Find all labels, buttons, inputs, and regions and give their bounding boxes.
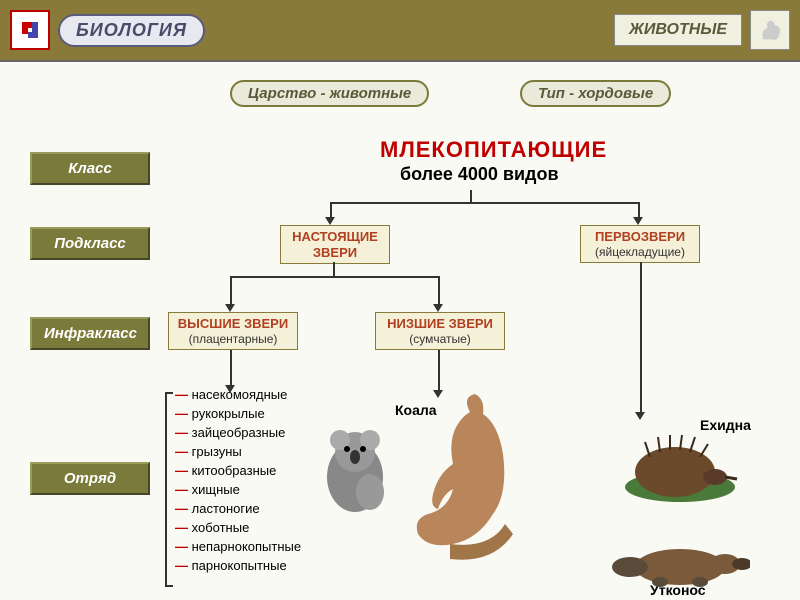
list-item: насекомоядные	[175, 387, 301, 402]
header-bar: БИОЛОГИЯ ЖИВОТНЫЕ	[0, 0, 800, 60]
list-item: грызуны	[175, 444, 301, 459]
main-title: МЛЕКОПИТАЮЩИЕ	[380, 137, 607, 163]
phylum-pill: Тип - хордовые	[520, 80, 671, 107]
list-item: ластоногие	[175, 501, 301, 516]
list-item: парнокопытные	[175, 558, 301, 573]
subject-label: БИОЛОГИЯ	[58, 14, 205, 47]
node-sub: (сумчатые)	[384, 332, 496, 346]
side-order: Отряд	[30, 462, 150, 495]
node-proto-beasts: ПЕРВОЗВЕРИ (яйцекладущие)	[580, 225, 700, 263]
side-infraclass: Инфракласс	[30, 317, 150, 350]
logo-icon	[10, 10, 50, 50]
kangaroo-figure	[400, 392, 520, 562]
echidna-figure	[620, 432, 740, 502]
list-item: непарнокопытные	[175, 539, 301, 554]
node-sub: (яйцекладущие)	[589, 245, 691, 259]
list-item: зайцеобразные	[175, 425, 301, 440]
content-area: Царство - животные Тип - хордовые Класс …	[0, 60, 800, 600]
list-item: хищные	[175, 482, 301, 497]
header-left: БИОЛОГИЯ	[10, 10, 205, 50]
order-list: насекомоядные рукокрылые зайцеобразные г…	[175, 387, 301, 577]
node-title2: ЗВЕРИ	[289, 245, 381, 261]
node-lower: НИЗШИЕ ЗВЕРИ (сумчатые)	[375, 312, 505, 350]
echidna-label: Ехидна	[700, 417, 751, 433]
list-item: хоботные	[175, 520, 301, 535]
platypus-figure	[610, 532, 750, 592]
side-class: Класс	[30, 152, 150, 185]
order-bracket	[165, 392, 173, 587]
header-right: ЖИВОТНЫЕ	[614, 10, 790, 50]
node-higher: ВЫСШИЕ ЗВЕРИ (плацентарные)	[168, 312, 298, 350]
node-title: НИЗШИЕ ЗВЕРИ	[384, 316, 496, 332]
node-true-beasts: НАСТОЯЩИЕ ЗВЕРИ	[280, 225, 390, 264]
node-sub: (плацентарные)	[177, 332, 289, 346]
squirrel-icon	[750, 10, 790, 50]
node-title: ПЕРВОЗВЕРИ	[589, 229, 691, 245]
node-title: НАСТОЯЩИЕ	[289, 229, 381, 245]
node-title: ВЫСШИЕ ЗВЕРИ	[177, 316, 289, 332]
list-item: китообразные	[175, 463, 301, 478]
list-item: рукокрылые	[175, 406, 301, 421]
side-subclass: Подкласс	[30, 227, 150, 260]
subtitle: более 4000 видов	[400, 164, 559, 185]
koala-figure	[310, 422, 400, 522]
topic-badge: ЖИВОТНЫЕ	[614, 14, 742, 46]
kingdom-pill: Царство - животные	[230, 80, 429, 107]
